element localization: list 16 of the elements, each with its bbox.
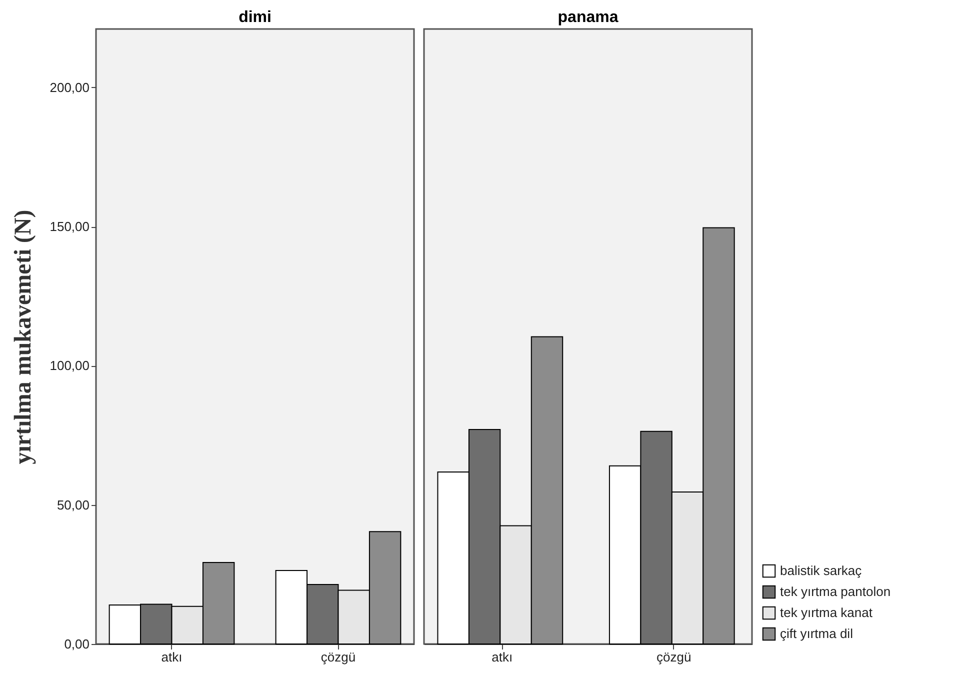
legend-label: tek yırtma pantolon bbox=[780, 584, 891, 599]
legend-label: tek yırtma kanat bbox=[780, 605, 873, 620]
y-axis-title: yırtılma mukavemeti (N) bbox=[10, 210, 37, 464]
y-tick-label: 200,00 bbox=[50, 80, 90, 95]
x-tick-label: çözgü bbox=[656, 650, 692, 664]
legend-label: balistik sarkaç bbox=[780, 563, 862, 578]
y-tick-label: 150,00 bbox=[50, 219, 90, 234]
y-tick-label: 0,00 bbox=[64, 636, 90, 652]
x-tick-label: atkı bbox=[161, 650, 182, 664]
y-tick-label: 50,00 bbox=[56, 497, 90, 512]
x-tick-label: çözgü bbox=[320, 650, 356, 664]
chart-title: dimi bbox=[238, 9, 272, 26]
chart-title: panama bbox=[558, 9, 618, 26]
x-tick-label: atkı bbox=[492, 650, 513, 664]
y-tick-label: 100,00 bbox=[50, 358, 90, 374]
legend-label: çift yırtma dil bbox=[780, 626, 854, 641]
